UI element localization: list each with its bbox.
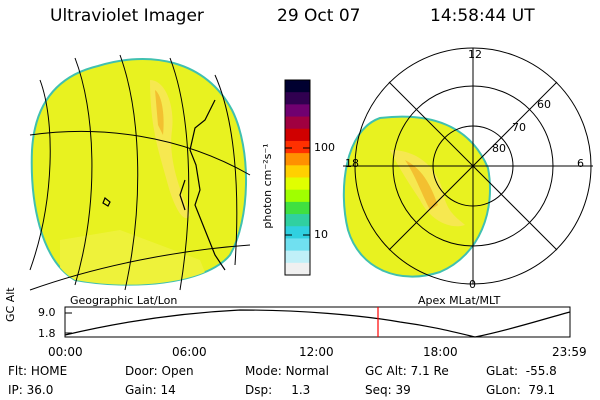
geo-grid bbox=[29, 54, 251, 291]
colorbar-swatch bbox=[285, 262, 310, 276]
polar-grid bbox=[343, 47, 593, 285]
colorbar bbox=[285, 80, 310, 276]
colorbar-swatch bbox=[285, 226, 310, 239]
status-mode: Mode: Normal bbox=[245, 364, 329, 378]
mode-value: Normal bbox=[285, 364, 329, 378]
lat-label-80: 80 bbox=[492, 142, 506, 155]
flt-value: HOME bbox=[30, 364, 68, 378]
altitude-axis-label: GC Alt bbox=[4, 287, 17, 322]
colorbar-swatch bbox=[285, 250, 310, 264]
right-auroral-image bbox=[342, 115, 491, 278]
right-map bbox=[342, 47, 593, 285]
gain-value: 14 bbox=[160, 383, 176, 397]
colorbar-swatch bbox=[285, 201, 310, 215]
colorbar-ticks bbox=[284, 79, 311, 276]
altitude-xtick-3: 18:00 bbox=[423, 345, 458, 359]
left-map bbox=[29, 54, 251, 291]
colorbar-swatch bbox=[285, 177, 310, 191]
mlt-label-0: 0 bbox=[469, 278, 476, 291]
door-value: Open bbox=[161, 364, 194, 378]
colorbar-swatch bbox=[285, 104, 310, 118]
colorbar-swatch bbox=[285, 140, 310, 154]
altitude-plot bbox=[64, 306, 571, 338]
glon-value: 79.1 bbox=[528, 383, 556, 397]
status-glat: GLat: -55.8 bbox=[486, 364, 557, 378]
status-door: Door: Open bbox=[125, 364, 194, 378]
dsp-value: 1.3 bbox=[291, 383, 311, 397]
mlt-label-12: 12 bbox=[468, 48, 482, 61]
colorbar-swatch bbox=[285, 80, 310, 93]
colorbar-swatch bbox=[285, 92, 310, 105]
altitude-xtick-0: 00:00 bbox=[48, 345, 83, 359]
status-gcalt: GC Alt: 7.1 Re bbox=[365, 364, 449, 378]
glat-value: -55.8 bbox=[525, 364, 557, 378]
mlt-label-18: 18 bbox=[345, 157, 359, 170]
status-flt: Flt: HOME bbox=[8, 364, 68, 378]
lat-label-70: 70 bbox=[512, 121, 526, 134]
colorbar-tick-100: 100 bbox=[314, 141, 335, 154]
time-label: 14:58:44 UT bbox=[430, 6, 535, 26]
lat-label-60: 60 bbox=[537, 98, 551, 111]
right-map-caption: Apex MLat/MLT bbox=[418, 294, 501, 307]
colorbar-unit-label: photon cm⁻²s⁻¹ bbox=[261, 143, 274, 229]
status-seq: Seq: 39 bbox=[365, 383, 411, 397]
status-glon: GLon: 79.1 bbox=[486, 383, 556, 397]
altitude-ytick-1-8: 1.8 bbox=[38, 327, 56, 340]
colorbar-swatch bbox=[285, 165, 310, 178]
altitude-xtick-2: 12:00 bbox=[299, 345, 334, 359]
date-label: 29 Oct 07 bbox=[277, 6, 361, 26]
altitude-curve bbox=[64, 309, 571, 338]
left-brightness-patches bbox=[60, 80, 210, 285]
status-dsp: Dsp: 1.3 bbox=[245, 383, 311, 397]
altitude-xtick-4: 23:59 bbox=[552, 345, 587, 359]
colorbar-swatch bbox=[285, 189, 310, 203]
mlt-label-6: 6 bbox=[577, 157, 584, 170]
colorbar-swatch bbox=[285, 116, 310, 130]
instrument-title: Ultraviolet Imager bbox=[50, 6, 204, 26]
altitude-xtick-1: 06:00 bbox=[172, 345, 207, 359]
colorbar-swatch bbox=[285, 238, 310, 252]
left-map-caption: Geographic Lat/Lon bbox=[70, 294, 178, 307]
coastline bbox=[102, 99, 226, 271]
altitude-ytick-9: 9.0 bbox=[38, 306, 56, 319]
seq-value: 39 bbox=[395, 383, 411, 397]
colorbar-swatch bbox=[285, 214, 310, 227]
colorbar-swatch bbox=[285, 153, 310, 166]
gcalt-value: 7.1 Re bbox=[410, 364, 449, 378]
right-brightness-patches bbox=[390, 150, 465, 227]
colorbar-tick-10: 10 bbox=[314, 228, 328, 241]
colorbar-swatch bbox=[285, 128, 310, 142]
status-gain: Gain: 14 bbox=[125, 383, 176, 397]
ip-value: 36.0 bbox=[26, 383, 54, 397]
status-ip: IP: 36.0 bbox=[8, 383, 54, 397]
